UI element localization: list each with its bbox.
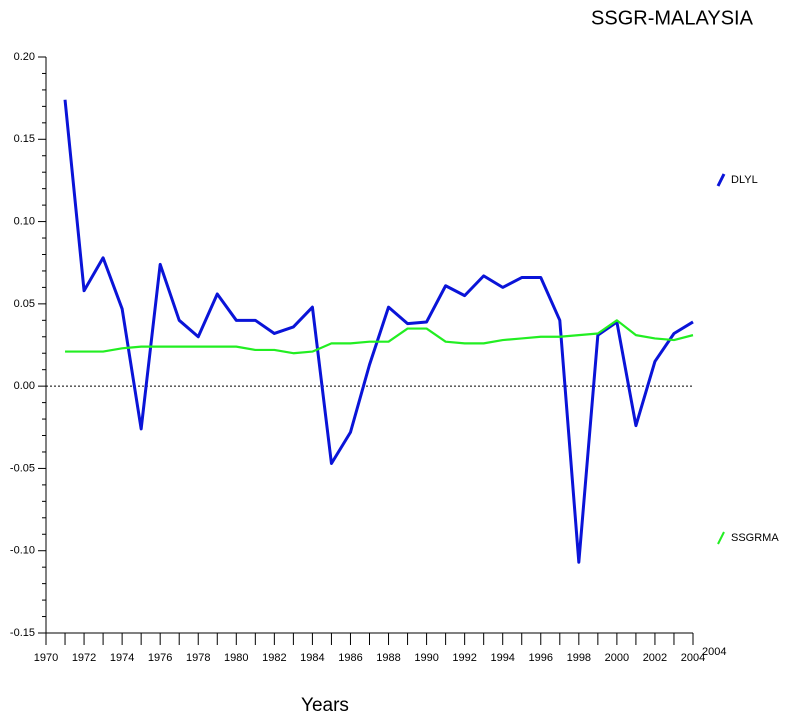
x-tick-label: 1998 [567, 652, 591, 664]
x-tick-label: 1978 [186, 652, 210, 664]
annotation: 2004 [702, 646, 726, 658]
y-tick-label: 0.15 [14, 133, 35, 145]
x-tick-label: 1994 [490, 652, 514, 664]
x-tick-label: 1986 [338, 652, 362, 664]
legend-label: DLYL [731, 174, 758, 186]
series-line [65, 319, 694, 355]
chart-title: SSGR-MALAYSIA [591, 7, 754, 29]
series-line [63, 99, 694, 564]
legend-label: SSGRMA [731, 532, 779, 544]
x-tick-label: 1972 [72, 652, 96, 664]
y-tick-label: -0.05 [10, 462, 35, 474]
x-tick-label: 1990 [414, 652, 438, 664]
x-tick-label: 1974 [110, 652, 134, 664]
x-tick-label: 1992 [452, 652, 476, 664]
x-axis-label: Years [301, 695, 349, 716]
x-tick-label: 1980 [224, 652, 248, 664]
x-tick-label: 1970 [34, 652, 58, 664]
x-tick-label: 1982 [262, 652, 286, 664]
x-tick-label: 1988 [376, 652, 400, 664]
x-tick-label: 1976 [148, 652, 172, 664]
legend-swatch [716, 173, 726, 187]
x-tick-label: 1984 [300, 652, 324, 664]
y-tick-label: 0.00 [14, 380, 35, 392]
y-tick-label: 0.05 [14, 298, 35, 310]
legend-swatch [717, 531, 725, 545]
x-tick-label: 2000 [605, 652, 629, 664]
y-tick-label: -0.15 [10, 627, 35, 639]
x-tick-label: 1996 [529, 652, 553, 664]
y-tick-label: 0.10 [14, 215, 35, 227]
x-tick-label: 2002 [643, 652, 667, 664]
y-tick-label: 0.20 [14, 51, 35, 63]
x-tick-label: 2004 [681, 652, 705, 664]
y-tick-label: -0.10 [10, 545, 35, 557]
